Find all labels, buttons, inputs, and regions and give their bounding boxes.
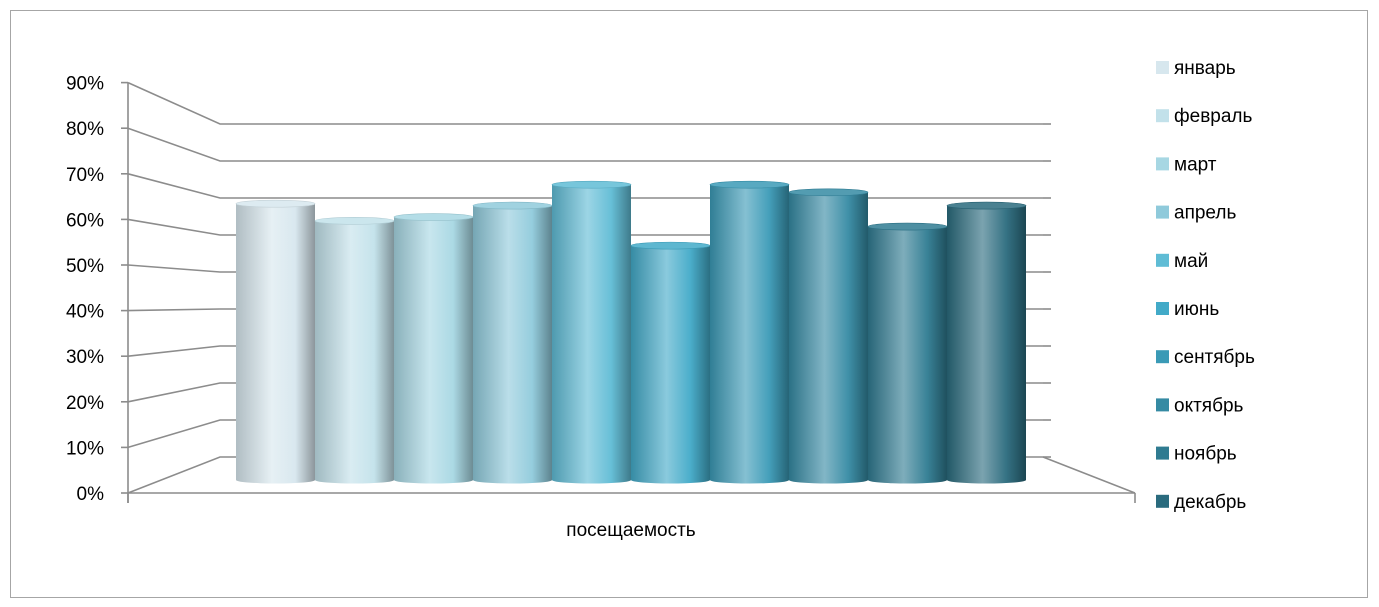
legend-swatch — [1156, 494, 1169, 508]
legend-item: февраль — [1156, 106, 1253, 127]
bar — [393, 213, 474, 484]
legend-swatch — [1156, 61, 1169, 74]
legend-swatch — [1156, 350, 1169, 364]
bar — [946, 201, 1027, 484]
bar — [472, 201, 553, 484]
y-tick-label: 20% — [66, 393, 104, 414]
legend-label: март — [1174, 154, 1217, 175]
legend: январь февраль март апрель май июнь сентябрь ок… — [1156, 58, 1255, 513]
y-tick-label: 70% — [66, 165, 104, 186]
legend-label: май — [1174, 251, 1208, 272]
y-tick-label: 50% — [66, 256, 104, 277]
legend-label: июнь — [1174, 299, 1219, 320]
gridline — [127, 127, 1043, 162]
bar — [867, 222, 948, 484]
legend-label: январь — [1174, 58, 1236, 79]
floor-edge — [1042, 456, 1136, 494]
y-tick-label: 0% — [77, 484, 105, 505]
legend-label: апрель — [1174, 203, 1236, 224]
y-tick-label: 10% — [66, 438, 104, 459]
bar — [314, 217, 395, 484]
bar — [235, 199, 316, 484]
legend-item: декабрь — [1156, 492, 1246, 513]
legend-item: октябрь — [1156, 395, 1244, 416]
bar — [788, 188, 869, 484]
legend-swatch — [1156, 446, 1169, 460]
x-axis-labels: посещаемость — [566, 520, 696, 541]
gridline — [127, 81, 1043, 125]
legend-swatch — [1156, 302, 1169, 315]
legend-item: сентябрь — [1156, 347, 1255, 368]
legend-swatch — [1156, 205, 1169, 219]
y-tick-label: 90% — [66, 74, 104, 95]
legend-item: ноябрь — [1156, 444, 1237, 465]
y-tick-label: 80% — [66, 119, 104, 140]
bar — [551, 180, 632, 484]
legend-item: май — [1156, 251, 1208, 272]
legend-label: декабрь — [1174, 492, 1246, 513]
legend-item: март — [1156, 154, 1217, 175]
legend-label: сентябрь — [1174, 347, 1255, 368]
legend-label: ноябрь — [1174, 444, 1237, 465]
legend-swatch — [1156, 109, 1169, 123]
legend-swatch — [1156, 398, 1169, 412]
bars — [235, 180, 1027, 484]
legend-item: апрель — [1156, 203, 1236, 224]
legend-swatch — [1156, 253, 1169, 267]
bar — [709, 180, 790, 484]
legend-item: январь — [1156, 58, 1236, 79]
legend-label: февраль — [1174, 106, 1253, 127]
bar — [630, 241, 711, 484]
legend-swatch — [1156, 157, 1169, 171]
y-tick-label: 40% — [66, 302, 104, 323]
y-tick-label: 60% — [66, 210, 104, 231]
y-tick-label: 30% — [66, 347, 104, 368]
legend-item: июнь — [1156, 299, 1219, 320]
x-category-label: посещаемость — [566, 520, 696, 541]
y-axis-ticks: 0% 10% 20% 30% 40% 50% 60% 70% 80% 90% — [66, 74, 128, 505]
legend-label: октябрь — [1174, 395, 1244, 416]
